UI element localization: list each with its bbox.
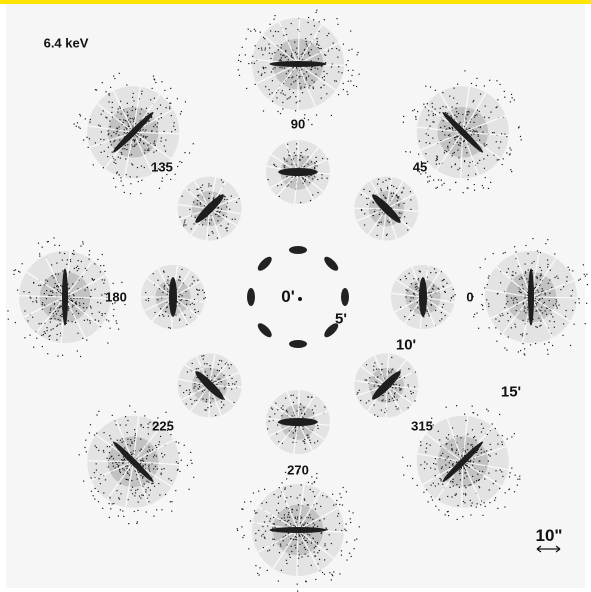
offaxis-label-0: 0' [281,287,295,306]
psf-ring10 [140,265,206,329]
angle-label-45: 45 [412,159,428,175]
psf-ring10 [266,390,330,454]
psf-ring15 [73,72,194,195]
psf-ring10 [177,176,242,241]
angle-label-0: 0 [466,289,474,305]
psf-ring15 [237,9,360,127]
angle-label-315: 315 [411,418,433,434]
psf-ring10 [391,265,456,329]
psf-ring10 [266,139,330,204]
psf-ring5-blob [341,288,349,306]
psf-ring15 [472,237,588,356]
angle-label-225: 225 [152,418,174,434]
scale-bar-label: 10" [535,526,563,545]
angle-label-135: 135 [151,159,173,175]
psf-ring5-blob [324,256,339,271]
psf-ring5-blob [289,246,307,254]
psf-ring5-blob [257,256,272,271]
offaxis-label-5: 5' [335,310,347,328]
psf-ring15 [236,471,360,592]
psf-ring5-blob [257,323,272,338]
psf-ring10 [354,353,419,418]
psf-ring15 [7,237,126,358]
angle-label-270: 270 [287,462,309,478]
angle-label-90: 90 [290,116,306,132]
psf-ring5-blob [289,340,307,348]
psf-ring10 [177,353,242,418]
psf-ring15 [402,70,522,194]
scale-bar [536,545,561,553]
angle-label-180: 180 [105,289,127,305]
offaxis-label-10: 10' [395,336,417,354]
psf-ring15 [402,405,521,521]
psf-ring5-blob [247,288,255,306]
offaxis-label-15: 15' [500,383,522,401]
psf-ring5-blob [324,323,339,338]
psf-ring15 [78,405,195,525]
energy-label: 6.4 keV [43,35,89,51]
psf-center [298,297,302,301]
top-accent-bar [0,0,591,4]
psf-ring10 [354,176,419,241]
